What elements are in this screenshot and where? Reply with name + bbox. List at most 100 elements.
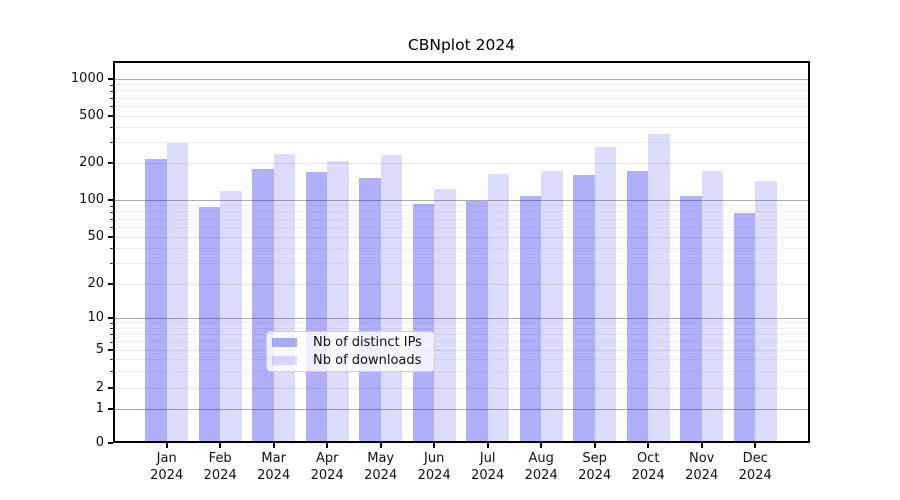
- x-axis-tick-label: Dec 2024: [738, 451, 772, 483]
- y-tick-1: [108, 408, 113, 410]
- bar-downloads-sep: [594, 147, 617, 443]
- x-tick-apr: [326, 443, 329, 448]
- x-axis-tick-label: Feb 2024: [203, 451, 237, 483]
- x-tick-sep: [593, 443, 596, 448]
- gridline-1: [113, 408, 810, 410]
- y-minortick-6: [110, 341, 113, 343]
- bar-distinct-ips-sep: [573, 174, 595, 443]
- bar-downloads-apr: [327, 161, 349, 443]
- gridline-minor-3: [113, 370, 810, 372]
- bar-distinct-ips-oct: [626, 171, 649, 443]
- y-axis-tick-label: 20: [87, 276, 104, 291]
- bar-distinct-ips-feb: [198, 207, 221, 443]
- x-tick-oct: [647, 443, 650, 448]
- gridline-minor-700: [113, 97, 810, 99]
- x-axis-tick-label: Jul 2024: [471, 451, 505, 483]
- bar-distinct-ips-jun: [412, 203, 435, 443]
- y-axis-tick-label: 5: [95, 342, 104, 357]
- x-axis-tick-label: Sep 2024: [578, 451, 612, 483]
- legend-swatch-downloads: [272, 355, 297, 366]
- gridline-minor-300: [113, 141, 810, 143]
- gridline-1000: [113, 78, 810, 80]
- bar-downloads-mar: [273, 153, 296, 443]
- y-minortick-5: [110, 350, 113, 351]
- legend-label-distinct-ips: Nb of distinct IPs: [313, 335, 422, 350]
- bar-distinct-ips-jul: [466, 201, 488, 443]
- gridline-minor-30: [113, 262, 810, 264]
- y-minortick-4: [110, 359, 113, 361]
- x-axis-tick-label: Mar 2024: [257, 451, 291, 483]
- y-axis-tick-label: 1: [95, 401, 104, 416]
- y-minortick-80: [110, 211, 113, 213]
- gridline-minor-9: [113, 322, 810, 324]
- gridline-minor-400: [113, 126, 810, 128]
- y-minortick-9: [110, 322, 113, 324]
- gridline-10: [113, 317, 810, 319]
- gridline-2: [113, 387, 810, 389]
- y-axis-tick-label: 1000: [70, 71, 104, 86]
- x-tick-jul: [486, 443, 489, 448]
- bar-downloads-jun: [434, 188, 456, 443]
- x-tick-aug: [540, 443, 543, 448]
- y-minortick-40: [110, 248, 113, 250]
- y-minortick-30: [110, 263, 113, 265]
- y-axis-tick-label: 100: [79, 192, 104, 207]
- legend-row-distinct-ips: Nb of distinct IPs: [272, 335, 428, 350]
- x-axis-tick-label: Oct 2024: [631, 451, 665, 483]
- gridline-minor-600: [113, 105, 810, 107]
- gridline-minor-70: [113, 218, 810, 220]
- bar-distinct-ips-apr: [305, 171, 328, 443]
- x-tick-nov: [700, 443, 703, 448]
- bar-downloads-nov: [701, 171, 724, 443]
- gridline-minor-8: [113, 327, 810, 329]
- y-minortick-2: [110, 388, 113, 389]
- y-minortick-60: [110, 227, 113, 229]
- y-axis-tick-label: 50: [87, 229, 104, 244]
- y-tick-100: [108, 199, 113, 201]
- plot-area: [113, 61, 810, 443]
- legend-label-downloads: Nb of downloads: [313, 353, 422, 368]
- y-axis-tick-label: 200: [79, 155, 104, 170]
- gridline-minor-60: [113, 226, 810, 228]
- gridline-minor-80: [113, 211, 810, 213]
- chart-title: CBNplot 2024: [407, 36, 516, 54]
- x-tick-mar: [272, 443, 275, 448]
- bar-downloads-feb: [220, 190, 242, 443]
- bar-distinct-ips-jan: [145, 159, 167, 443]
- x-axis-tick-label: Nov 2024: [685, 451, 719, 483]
- x-tick-jan: [165, 443, 168, 448]
- legend-row-downloads: Nb of downloads: [272, 353, 428, 368]
- x-tick-jun: [433, 443, 436, 448]
- y-minortick-400: [110, 127, 113, 129]
- x-axis-tick-label: May 2024: [364, 451, 398, 483]
- y-minortick-300: [110, 142, 113, 144]
- gridline-50: [113, 236, 810, 238]
- y-axis-tick-label: 0: [95, 435, 104, 450]
- gridline-minor-7: [113, 333, 810, 335]
- y-minortick-20: [110, 284, 113, 285]
- gridline-minor-800: [113, 90, 810, 92]
- y-tick-10: [108, 317, 113, 319]
- bar-downloads-aug: [541, 171, 563, 443]
- y-minortick-3: [110, 371, 113, 373]
- gridline-minor-6: [113, 341, 810, 343]
- gridline-200: [113, 162, 810, 164]
- y-minortick-200: [110, 163, 113, 164]
- bar-distinct-ips-aug: [519, 195, 542, 443]
- gridline-minor-40: [113, 247, 810, 249]
- x-axis-tick-label: Jan 2024: [150, 451, 184, 483]
- bar-distinct-ips-dec: [733, 212, 756, 443]
- y-minortick-90: [110, 205, 113, 207]
- bar-downloads-dec: [755, 181, 777, 443]
- gridline-5: [113, 349, 810, 351]
- legend-swatch-distinct-ips: [272, 337, 297, 348]
- x-axis-tick-label: Jun 2024: [417, 451, 451, 483]
- y-axis-tick-label: 500: [79, 108, 104, 123]
- x-tick-feb: [219, 443, 222, 448]
- gridline-100: [113, 199, 810, 201]
- gridline-minor-4: [113, 358, 810, 360]
- bar-downloads-may: [380, 155, 403, 443]
- bar-downloads-jan: [166, 143, 189, 443]
- y-minortick-600: [110, 106, 113, 108]
